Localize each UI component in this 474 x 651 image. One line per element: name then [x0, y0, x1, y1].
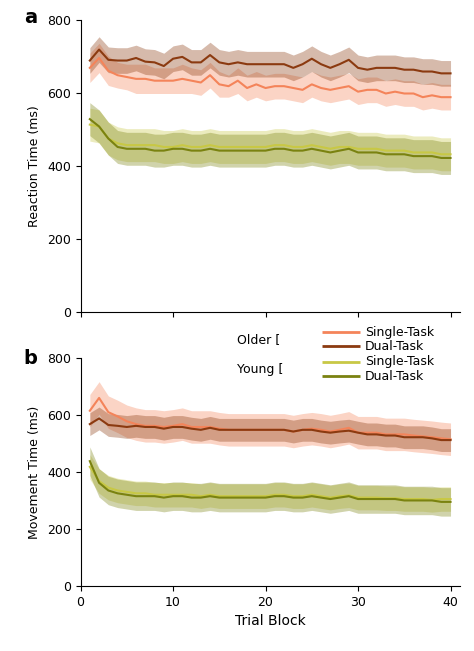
Y-axis label: Reaction Time (ms): Reaction Time (ms)	[28, 105, 41, 227]
Text: Older [: Older [	[237, 333, 280, 346]
Text: Single-Task: Single-Task	[365, 355, 434, 368]
Text: b: b	[24, 349, 37, 368]
Text: Young [: Young [	[237, 363, 283, 376]
Text: Dual-Task: Dual-Task	[365, 370, 424, 383]
Text: Single-Task: Single-Task	[365, 326, 434, 339]
Text: Dual-Task: Dual-Task	[365, 340, 424, 353]
X-axis label: Trial Block: Trial Block	[235, 614, 306, 628]
Y-axis label: Movement Time (ms): Movement Time (ms)	[28, 406, 41, 538]
Text: a: a	[24, 8, 37, 27]
